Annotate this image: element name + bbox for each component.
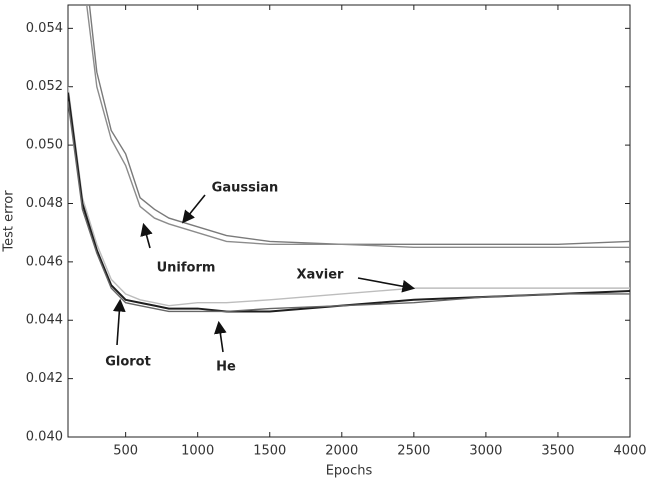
x-tick-label: 3500 (541, 444, 574, 459)
y-axis-label: Test error (2, 190, 17, 253)
y-tick-label: 0.040 (26, 430, 63, 445)
annotation: Glorot (105, 355, 151, 370)
x-tick-label: 1000 (181, 444, 214, 459)
x-tick-label: 2000 (325, 444, 358, 459)
x-tick-label: 3000 (469, 444, 502, 459)
series-line (86, 5, 630, 248)
annotation-arrow (112, 298, 126, 346)
series-line (88, 5, 630, 246)
x-tick-label: 500 (113, 444, 138, 459)
annotation: Uniform (157, 261, 216, 276)
y-tick-label: 0.052 (26, 79, 63, 94)
series-line (68, 92, 630, 313)
annotation-arrow (357, 277, 416, 293)
annotation: He (216, 360, 236, 375)
series-line (68, 101, 630, 313)
y-tick-label: 0.054 (26, 21, 63, 36)
annotation: Gaussian (212, 181, 279, 196)
y-tick-label: 0.046 (26, 254, 63, 269)
x-tick-label: 2500 (397, 444, 430, 459)
plot-frame (67, 4, 631, 438)
series-line (68, 86, 630, 307)
x-tick-label: 4000 (613, 444, 646, 459)
y-tick-label: 0.048 (26, 196, 63, 211)
plot-area (68, 5, 630, 313)
annotation-arrow (140, 222, 153, 249)
x-tick-label: 1500 (253, 444, 286, 459)
annotation: Xavier (297, 268, 345, 283)
x-axis-label: Epochs (326, 464, 373, 479)
y-tick-label: 0.044 (26, 313, 63, 328)
annotation-arrow (214, 320, 227, 353)
annotation-arrow (181, 194, 206, 224)
y-tick-label: 0.042 (26, 371, 63, 386)
y-tick-label: 0.050 (26, 138, 63, 153)
